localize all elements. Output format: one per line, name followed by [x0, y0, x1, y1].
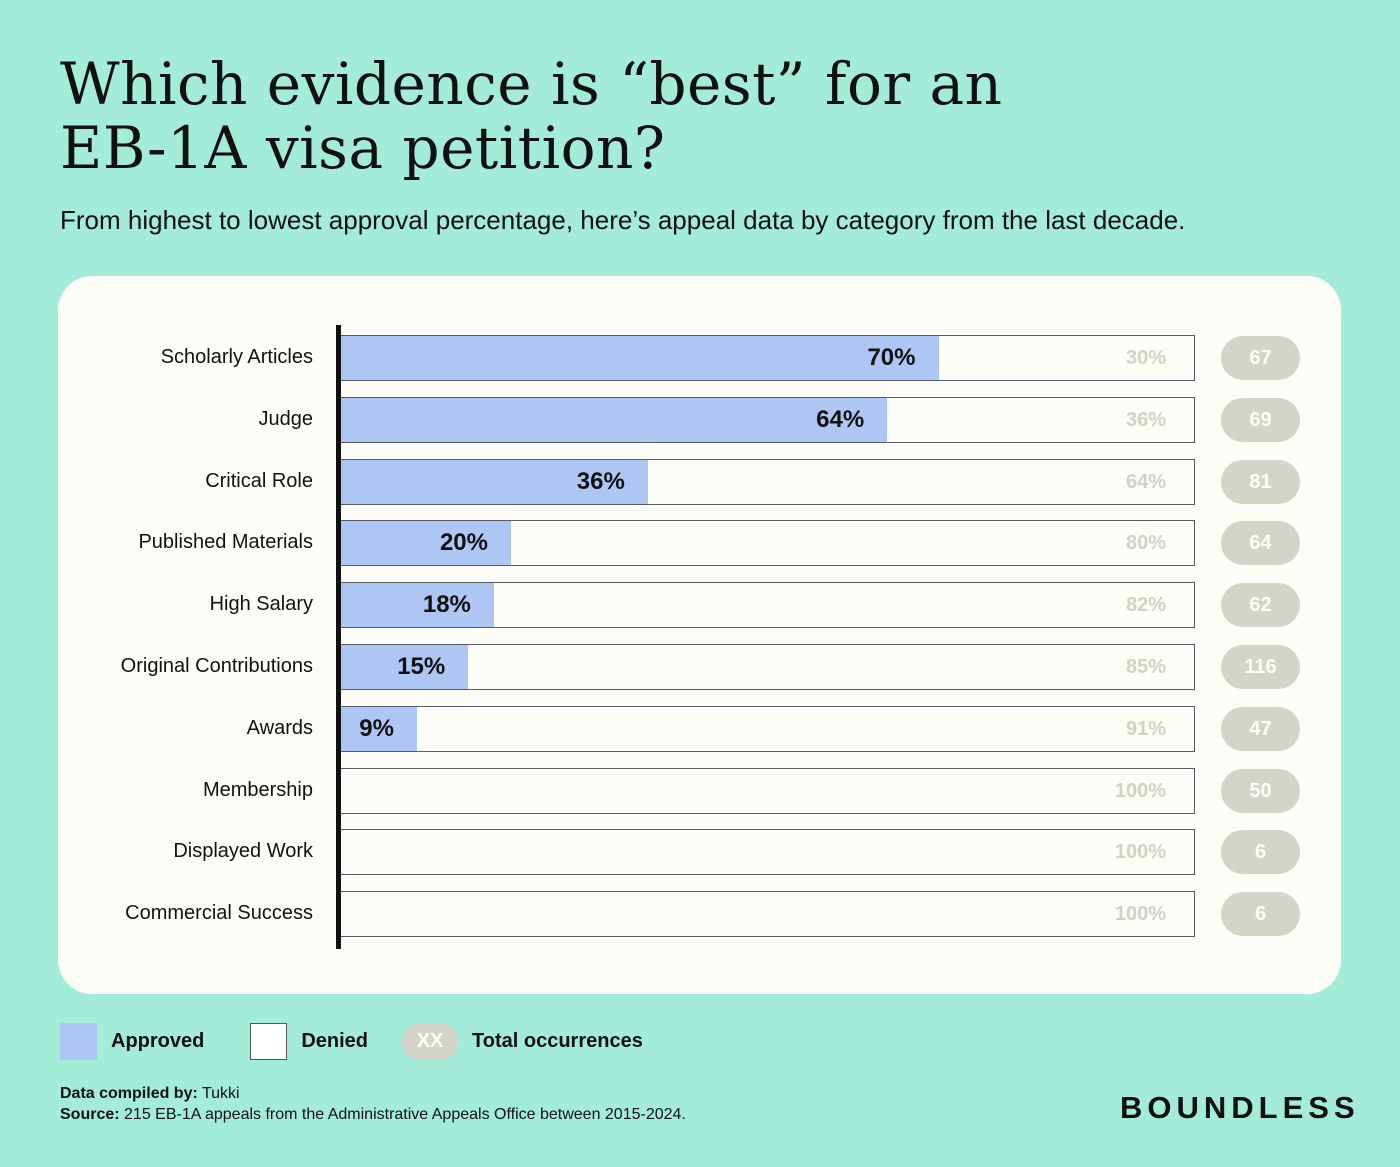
bar-denied: 15% 85%	[340, 644, 1195, 690]
bar-approved	[341, 336, 939, 380]
denied-value-label: 64%	[1125, 470, 1166, 493]
approved-value-label: 15%	[397, 653, 446, 680]
category-label: Original Contributions	[120, 655, 313, 677]
category-label: Displayed Work	[173, 840, 313, 863]
bar-approved	[341, 583, 494, 628]
denied-value-label: 91%	[1125, 717, 1166, 740]
total-occurrences-pill: 47	[1221, 706, 1300, 751]
denied-value-label: 82%	[1125, 594, 1166, 617]
category-label: Awards	[246, 716, 313, 739]
denied-value-label: 100%	[1114, 841, 1166, 864]
bar-denied: 36% 64%	[340, 458, 1195, 505]
legend-total-pill: XX	[402, 1022, 459, 1060]
category-label: Scholarly Articles	[160, 346, 313, 368]
category-label: Judge	[258, 407, 314, 430]
bar-denied: 9% 91%	[340, 705, 1195, 752]
total-occurrences-pill: 67	[1221, 336, 1300, 380]
bar-approved	[341, 521, 511, 566]
category-label: Commercial Success	[125, 902, 313, 925]
total-occurrences-pill: 64	[1221, 521, 1300, 566]
approved-value-label: 18%	[422, 591, 471, 619]
legend-approved-label: Approved	[111, 1029, 205, 1052]
source-value: 215 EB-1A appeals from the Administrativ…	[124, 1106, 686, 1123]
category-label: Published Materials	[138, 531, 313, 554]
approved-value-label: 9%	[359, 714, 394, 742]
bar-denied: 18% 82%	[340, 582, 1195, 629]
bar-approved	[341, 706, 417, 751]
bar-denied: 100%	[340, 829, 1195, 876]
approved-value-label: 36%	[576, 467, 625, 495]
denied-value-label: 100%	[1114, 779, 1166, 802]
category-label: Critical Role	[205, 469, 313, 492]
total-occurrences-pill: 6	[1221, 892, 1300, 937]
compiled-value: Tukki	[201, 1085, 240, 1102]
total-occurrences-pill: 50	[1221, 768, 1300, 813]
footer-source: Source: 215 EB-1A appeals from the Admin…	[60, 1106, 686, 1124]
denied-value-label: 85%	[1125, 656, 1166, 678]
total-occurrences-pill: 69	[1221, 397, 1300, 442]
bar-denied: 64% 36%	[340, 396, 1195, 443]
bar-denied: 100%	[340, 891, 1195, 938]
denied-value-label: 80%	[1125, 532, 1166, 555]
bar-approved	[341, 645, 469, 689]
footer-compiled: Data compiled by: Tukki	[60, 1085, 240, 1103]
total-occurrences-pill: 81	[1221, 459, 1300, 504]
chart-title: Which evidence is “best” for an EB-1A vi…	[60, 50, 1003, 182]
chart-card	[58, 276, 1341, 994]
legend-denied-swatch	[250, 1022, 288, 1060]
compiled-label: Data compiled by:	[60, 1085, 198, 1102]
bar-approved	[341, 397, 888, 442]
approved-value-label: 20%	[439, 529, 488, 557]
denied-value-label: 30%	[1125, 347, 1166, 369]
approved-value-label: 70%	[867, 344, 916, 371]
legend-total-label: Total occurrences	[472, 1029, 643, 1052]
approved-value-label: 64%	[816, 405, 865, 433]
brand-logo: BOUNDLESS	[1120, 1090, 1360, 1125]
bar-denied: 100%	[340, 767, 1195, 814]
denied-value-label: 100%	[1114, 903, 1166, 926]
total-occurrences-pill: 62	[1221, 583, 1300, 628]
chart-subtitle: From highest to lowest approval percenta…	[60, 205, 1186, 235]
source-label: Source:	[60, 1106, 120, 1123]
legend-denied-label: Denied	[301, 1029, 369, 1052]
legend-approved-swatch	[60, 1022, 97, 1060]
legend: Approved Denied XX Total occurrences	[60, 1022, 643, 1060]
category-label: Membership	[202, 778, 313, 801]
bar-approved	[341, 459, 648, 504]
category-label: High Salary	[209, 593, 313, 616]
bar-denied: 70% 30%	[340, 335, 1195, 381]
denied-value-label: 36%	[1125, 408, 1166, 431]
y-axis-line	[336, 325, 341, 949]
bar-denied: 20% 80%	[340, 520, 1195, 567]
total-occurrences-pill: 116	[1221, 645, 1300, 689]
total-occurrences-pill: 6	[1221, 830, 1300, 875]
